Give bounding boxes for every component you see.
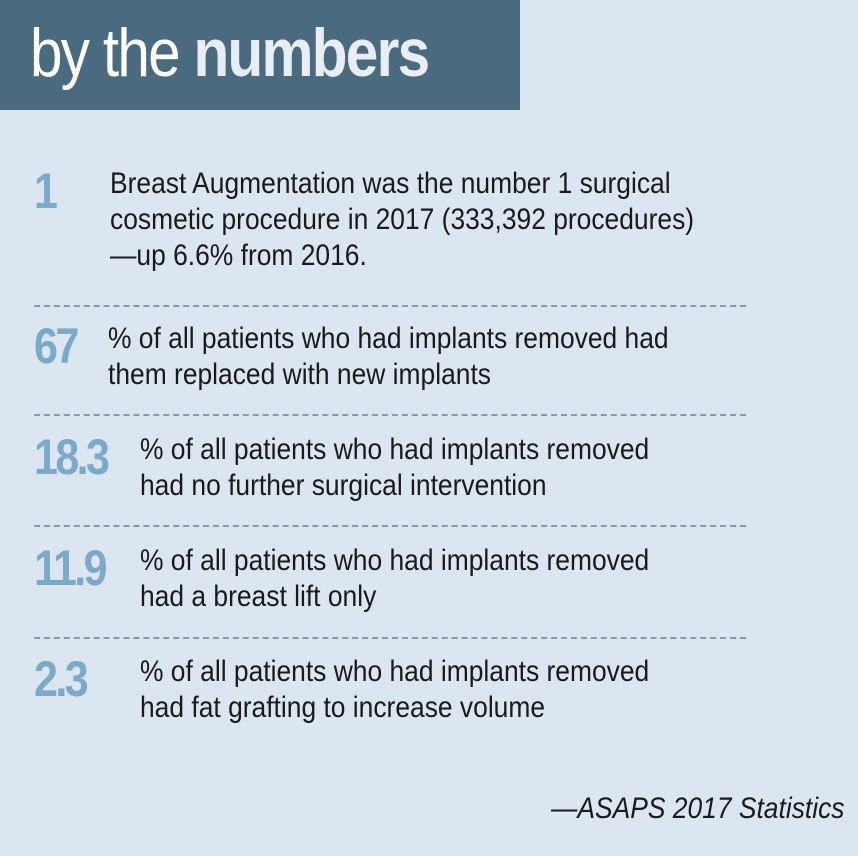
divider [34,637,746,639]
stat-description: % of all patients who had implants remov… [108,321,669,393]
stat-number: 18.3 [34,429,110,485]
stat-line: % of all patients who had implants remov… [108,322,669,355]
stat-line: cosmetic procedure in 2017 (333,392 proc… [110,203,695,236]
title-light: by the [30,15,194,91]
divider [34,414,746,416]
stat-line: % of all patients who had implants remov… [140,433,650,466]
stat-line: had no further surgical intervention [140,469,547,502]
stat-line: % of all patients who had implants remov… [140,655,650,688]
stat-line: them replaced with new implants [108,358,491,391]
source-citation: —ASAPS 2017 Statistics [550,792,844,825]
stat-description: % of all patients who had implants remov… [140,543,649,615]
stat-number: 1 [34,163,58,219]
stat-number: 11.9 [34,540,108,596]
divider [34,305,746,307]
stat-line: Breast Augmentation was the number 1 sur… [110,167,671,200]
title-bold: numbers [193,15,431,91]
stat-description: % of all patients who had implants remov… [140,654,649,726]
stat-number: 67 [34,318,79,374]
stat-line: —up 6.6% from 2016. [110,239,367,272]
stat-line: had fat grafting to increase volume [140,691,546,724]
divider [34,525,746,527]
stat-line: had a breast lift only [140,580,377,613]
stat-description: Breast Augmentation was the number 1 sur… [110,166,694,274]
page-title: by the numbers [30,19,430,87]
stat-line: % of all patients who had implants remov… [140,544,650,577]
stat-description: % of all patients who had implants remov… [140,432,649,504]
stat-number: 2.3 [34,651,89,707]
header-banner: by the numbers [0,0,520,110]
